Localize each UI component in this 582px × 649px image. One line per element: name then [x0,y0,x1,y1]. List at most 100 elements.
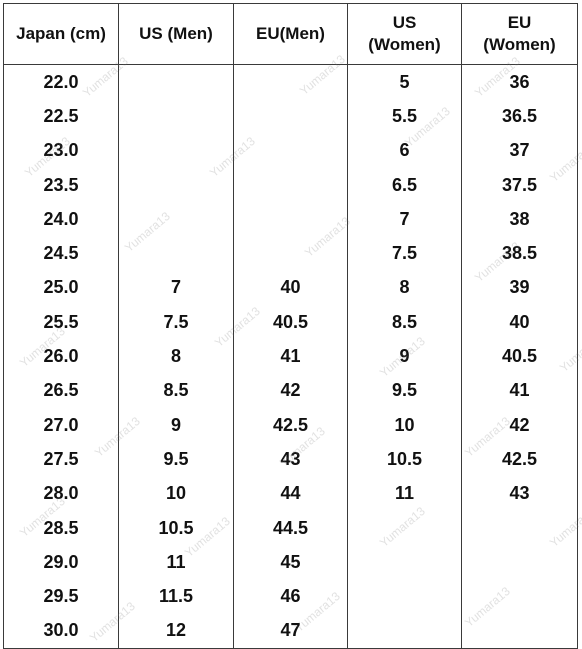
cell-us-men [118,64,234,100]
cell-eu-men: 41 [233,339,348,374]
header-eu-men: EU(Men) [233,3,348,65]
cell-eu-women: 37.5 [461,167,578,203]
cell-eu-men: 47 [233,613,348,649]
table-body: 22.0 5 36 22.5 5.5 36.5 23.0 6 37 23.5 6.5 37.5 24.0… [3,64,578,649]
cell-japan-cm: 26.5 [3,373,119,408]
cell-eu-women: 42.5 [461,442,578,477]
cell-eu-women: 38.5 [461,236,578,271]
cell-us-men [118,99,234,134]
cell-japan-cm: 24.5 [3,236,119,271]
cell-us-men [118,133,234,168]
cell-eu-men: 40 [233,270,348,306]
header-eu-women: EU (Women) [461,3,578,65]
table-header: Japan (cm) US (Men) EU(Men) US (Women) E… [3,3,578,65]
table-row: 29.0 11 45 [3,545,578,580]
cell-us-men: 7.5 [118,305,234,340]
cell-eu-men: 45 [233,545,348,580]
cell-japan-cm: 26.0 [3,339,119,374]
cell-us-men: 9.5 [118,442,234,477]
cell-eu-women: 39 [461,270,578,306]
cell-eu-men: 42.5 [233,407,348,443]
cell-eu-women [461,545,578,580]
cell-eu-men [233,99,348,134]
table-row: 23.0 6 37 [3,133,578,168]
cell-eu-men: 44.5 [233,510,348,546]
cell-eu-women: 37 [461,133,578,168]
cell-us-women [347,579,462,614]
cell-us-women: 11 [347,476,462,511]
cell-eu-women: 36.5 [461,99,578,134]
cell-japan-cm: 25.0 [3,270,119,306]
cell-japan-cm: 23.0 [3,133,119,168]
cell-us-women: 6.5 [347,167,462,203]
table-row: 28.5 10.5 44.5 [3,510,578,546]
cell-eu-women [461,579,578,614]
table-row: 25.0 7 40 8 39 [3,270,578,306]
cell-us-women [347,613,462,649]
table-row: 29.5 11.5 46 [3,579,578,614]
cell-us-women: 7 [347,202,462,237]
header-us-men: US (Men) [118,3,234,65]
table-row: 22.5 5.5 36.5 [3,99,578,134]
cell-us-women [347,510,462,546]
cell-us-women: 5 [347,64,462,100]
cell-eu-men [233,133,348,168]
cell-japan-cm: 23.5 [3,167,119,203]
cell-us-men: 9 [118,407,234,443]
cell-eu-men: 44 [233,476,348,511]
cell-us-men: 7 [118,270,234,306]
cell-eu-women [461,613,578,649]
cell-eu-men: 40.5 [233,305,348,340]
cell-japan-cm: 28.5 [3,510,119,546]
table-row: 23.5 6.5 37.5 [3,167,578,203]
cell-japan-cm: 30.0 [3,613,119,649]
header-japan-cm: Japan (cm) [3,3,119,65]
cell-us-men: 12 [118,613,234,649]
cell-us-women: 8.5 [347,305,462,340]
table-row: 27.0 9 42.5 10 42 [3,407,578,443]
table-row: 26.5 8.5 42 9.5 41 [3,373,578,408]
cell-eu-women: 40 [461,305,578,340]
cell-japan-cm: 29.5 [3,579,119,614]
cell-eu-women: 40.5 [461,339,578,374]
table-row: 27.5 9.5 43 10.5 42.5 [3,442,578,477]
cell-us-women [347,545,462,580]
cell-eu-women [461,510,578,546]
cell-eu-men [233,236,348,271]
cell-us-women: 6 [347,133,462,168]
cell-us-men: 10.5 [118,510,234,546]
cell-japan-cm: 22.0 [3,64,119,100]
cell-eu-women: 43 [461,476,578,511]
cell-us-men: 11 [118,545,234,580]
table-row: 22.0 5 36 [3,64,578,100]
cell-japan-cm: 28.0 [3,476,119,511]
cell-eu-men [233,64,348,100]
cell-japan-cm: 24.0 [3,202,119,237]
cell-us-men: 11.5 [118,579,234,614]
table-row: 25.5 7.5 40.5 8.5 40 [3,305,578,340]
size-chart-table: Japan (cm) US (Men) EU(Men) US (Women) E… [3,3,578,649]
cell-us-men: 10 [118,476,234,511]
cell-japan-cm: 27.5 [3,442,119,477]
cell-us-women: 8 [347,270,462,306]
cell-us-women: 9.5 [347,373,462,408]
cell-eu-men [233,202,348,237]
cell-japan-cm: 22.5 [3,99,119,134]
header-us-women: US (Women) [347,3,462,65]
cell-us-women: 10 [347,407,462,443]
cell-japan-cm: 25.5 [3,305,119,340]
cell-japan-cm: 27.0 [3,407,119,443]
cell-us-women: 10.5 [347,442,462,477]
cell-us-men: 8.5 [118,373,234,408]
table-row: 30.0 12 47 [3,613,578,649]
cell-us-men [118,167,234,203]
cell-eu-women: 38 [461,202,578,237]
header-row: Japan (cm) US (Men) EU(Men) US (Women) E… [3,3,578,65]
cell-us-men [118,202,234,237]
cell-eu-men: 46 [233,579,348,614]
cell-us-women: 9 [347,339,462,374]
table-row: 28.0 10 44 11 43 [3,476,578,511]
cell-eu-men: 42 [233,373,348,408]
cell-eu-men [233,167,348,203]
cell-us-men [118,236,234,271]
